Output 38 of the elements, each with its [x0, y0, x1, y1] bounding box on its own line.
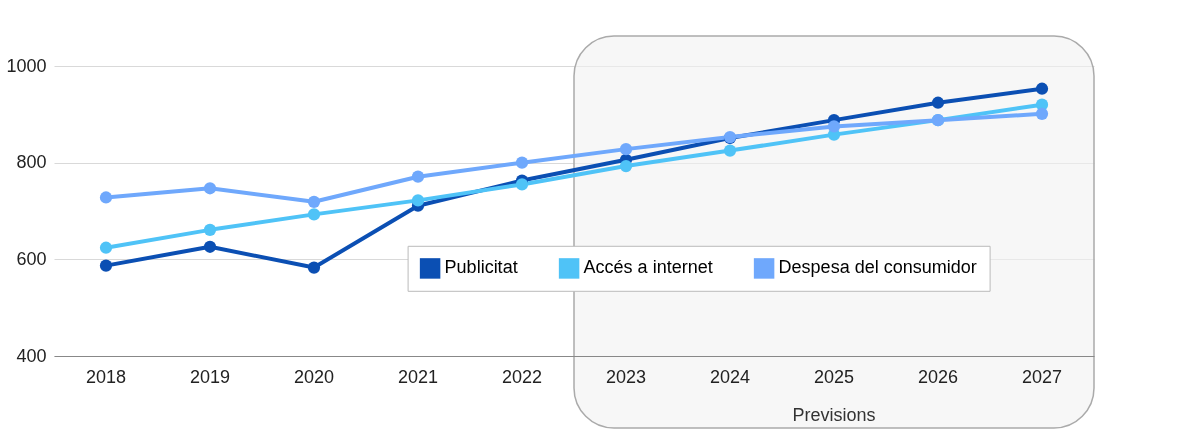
point — [99, 191, 113, 204]
point — [619, 143, 633, 156]
y-tick-label: 1000 — [6, 55, 47, 76]
x-tick-label: 2026 — [917, 366, 959, 387]
x-tick-label: 2025 — [813, 366, 855, 387]
point — [203, 240, 217, 253]
x-tick-label: 2027 — [1021, 366, 1063, 387]
point — [515, 156, 529, 169]
point — [723, 144, 737, 157]
y-tick-label: 400 — [16, 345, 47, 366]
x-tick-label: 2021 — [397, 366, 439, 387]
x-tick-label: 2023 — [605, 366, 647, 387]
point — [99, 241, 113, 254]
point — [203, 223, 217, 236]
legend-label: Accés a internet — [583, 257, 713, 278]
x-tick-label: 2024 — [709, 366, 751, 387]
y-tick-label: 800 — [16, 152, 47, 173]
point — [307, 195, 321, 208]
point — [619, 159, 633, 173]
y-tick-label: 600 — [16, 248, 47, 269]
point — [411, 194, 425, 207]
point — [203, 182, 217, 195]
point — [515, 178, 529, 191]
point — [99, 259, 113, 272]
point — [827, 120, 841, 133]
point — [931, 96, 945, 109]
x-tick-label: 2022 — [501, 366, 543, 387]
point — [307, 208, 321, 221]
x-tick-label: 2020 — [293, 366, 335, 387]
point — [307, 261, 321, 274]
x-tick-label: 2019 — [189, 366, 231, 387]
point — [411, 170, 425, 183]
x-tick-label: 2018 — [85, 366, 127, 387]
point — [1035, 82, 1049, 95]
legend-label: Despesa del consumidor — [778, 257, 977, 278]
legend-label: Publicitat — [444, 257, 518, 278]
band-label: Previsions — [792, 405, 876, 425]
point — [1035, 107, 1049, 120]
